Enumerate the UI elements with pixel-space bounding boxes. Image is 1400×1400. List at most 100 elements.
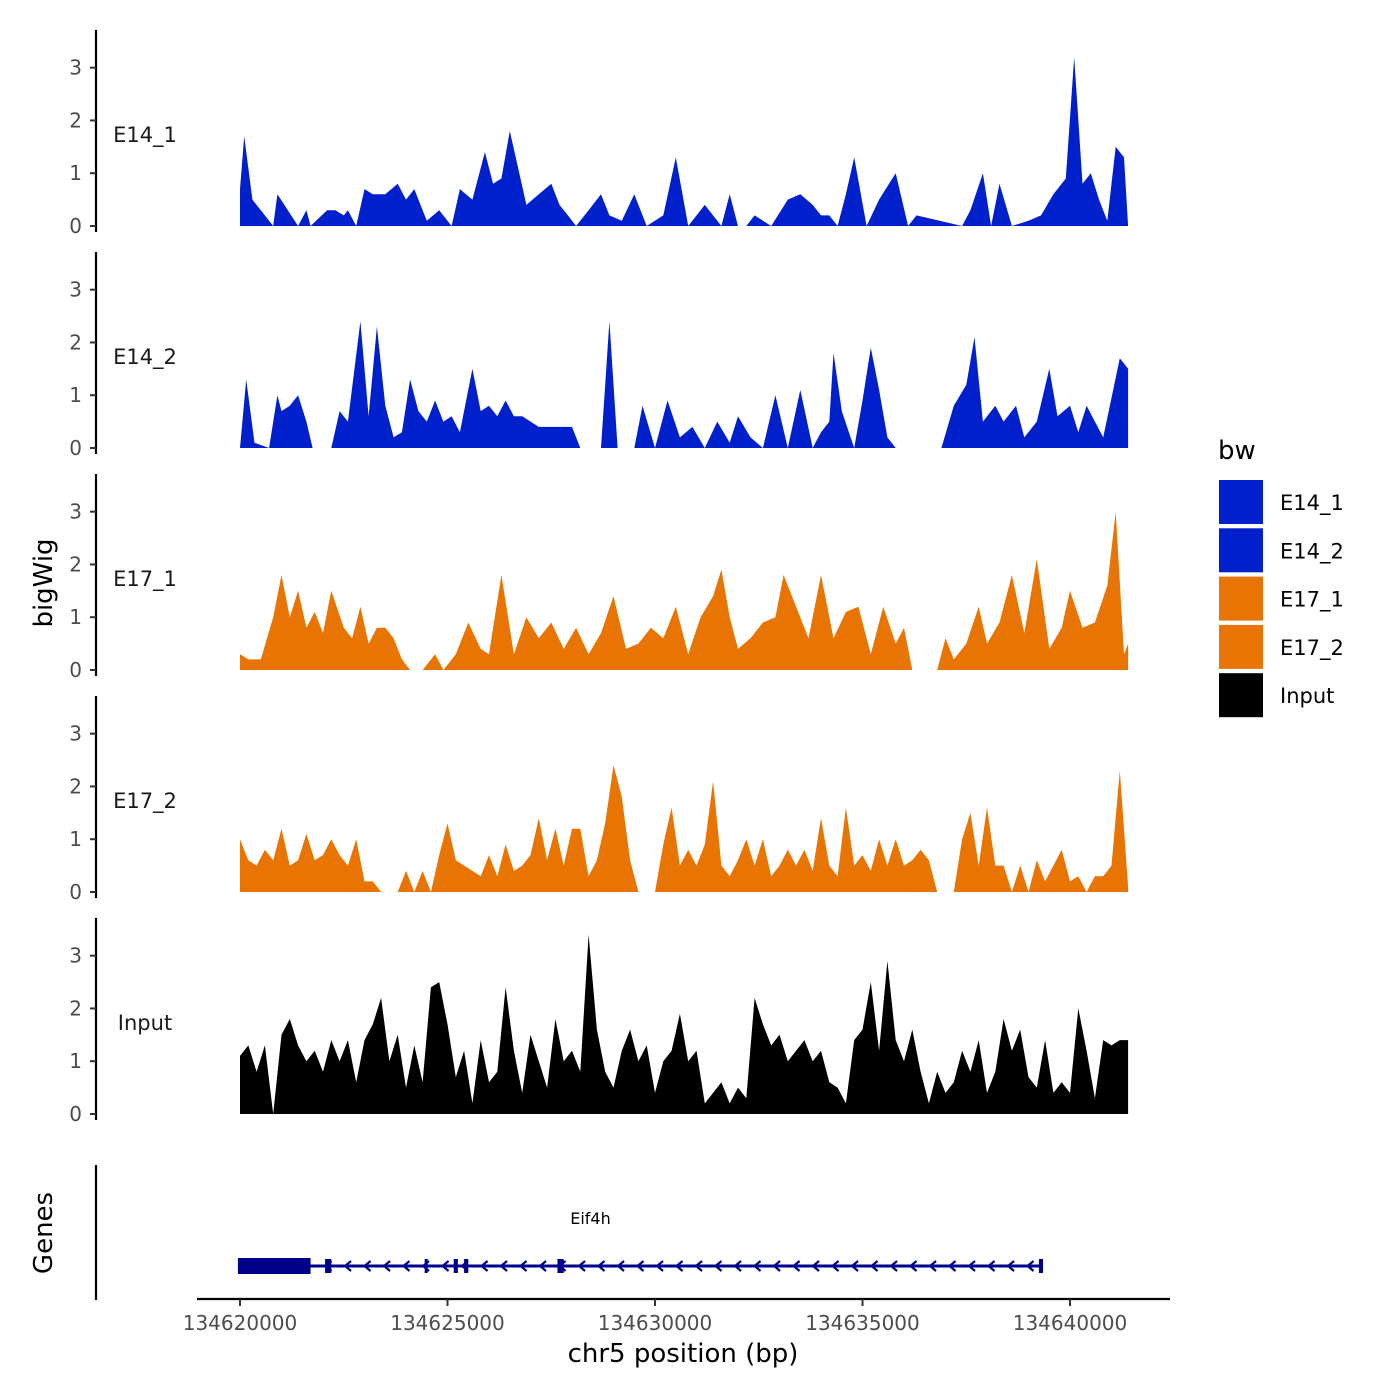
y-tick-label: 2 [69, 996, 82, 1020]
y-tick-label: 2 [69, 774, 82, 798]
y-tick-label: 1 [69, 161, 82, 185]
strand-arrow [986, 1260, 996, 1272]
bigwig-tracks: 0 1 2 3 E14_1 0 1 2 3 E14_2 0 1 2 3 E17_1 0 1 2 3 E17_2 0 1 2 3… [69, 30, 1129, 1126]
strand-arrow [713, 1260, 723, 1272]
coverage-area-e17-2 [240, 765, 1129, 892]
y-tick-label: 2 [69, 552, 82, 576]
legend-items: E14_1 E14_2 E17_1 E17_2 Input [1219, 480, 1344, 718]
y-tick-label: 3 [69, 722, 82, 746]
y-tick-label: 0 [69, 436, 82, 460]
strand-arrow [752, 1260, 762, 1272]
strand-arrow [538, 1260, 547, 1272]
y-tick-label: 3 [69, 56, 82, 80]
gene-exon [464, 1259, 469, 1273]
track-e14-1: 0 1 2 3 E14_1 [69, 30, 1129, 238]
strand-arrow [694, 1260, 703, 1272]
gene-exon [557, 1259, 564, 1273]
strand-arrow [733, 1260, 742, 1272]
track-e17-1: 0 1 2 3 E17_1 [69, 474, 1129, 682]
gene-exon [453, 1259, 458, 1273]
coverage-area-e14-2 [240, 321, 1129, 448]
strand-arrow [362, 1260, 372, 1272]
legend-title: bw [1218, 436, 1256, 466]
legend-key-input [1219, 673, 1263, 718]
y-tick-label: 0 [69, 214, 82, 238]
strand-arrow [518, 1260, 528, 1272]
strand-arrow [343, 1260, 352, 1272]
strand-arrow [791, 1260, 801, 1272]
y-tick-label: 1 [69, 1049, 82, 1073]
legend-key-e17-2 [1219, 624, 1263, 669]
strand-arrow [1006, 1260, 1015, 1272]
strand-arrow [811, 1260, 820, 1272]
strand-arrow [655, 1260, 664, 1272]
legend: bw E14_1 E14_2 E17_1 E17_2 Input [1218, 436, 1344, 718]
legend-key-e17-1 [1219, 576, 1263, 621]
track-label-e17-1: E17_1 [113, 567, 177, 592]
strand-arrow [889, 1260, 898, 1272]
gene-label-eif4h: Eif4h [570, 1209, 611, 1228]
y-axis-title: bigWig [29, 538, 59, 627]
strand-arrow [401, 1260, 411, 1272]
legend-key-e14-2 [1219, 528, 1263, 573]
y-tick-label: 2 [69, 108, 82, 132]
legend-label-e14-2: E14_2 [1280, 539, 1344, 564]
coverage-area-input [240, 934, 1129, 1114]
strand-arrow [947, 1260, 957, 1272]
x-axis-title: chr5 position (bp) [568, 1339, 799, 1369]
strand-arrow [908, 1260, 918, 1272]
y-tick-label: 0 [69, 658, 82, 682]
track-e14-2: 0 1 2 3 E14_2 [69, 252, 1129, 460]
legend-key-e14-1 [1219, 480, 1263, 524]
y-tick-label: 2 [69, 330, 82, 354]
genes-axis-title: Genes [29, 1192, 59, 1274]
gene-model-eif4h [237, 1258, 1044, 1274]
track-input: 0 1 2 3 Input [69, 918, 1129, 1126]
x-tick-label: 134620000 [183, 1311, 298, 1335]
gene-exon [1038, 1259, 1044, 1273]
coverage-area-e17-1 [240, 511, 1129, 670]
y-tick-label: 1 [69, 605, 82, 629]
y-tick-label: 1 [69, 827, 82, 851]
strand-arrow [635, 1260, 645, 1272]
y-tick-label: 3 [69, 278, 82, 302]
track-label-input: Input [118, 1011, 172, 1035]
strand-arrow [928, 1260, 937, 1272]
x-tick-label: 134640000 [1013, 1311, 1128, 1335]
strand-arrow [616, 1260, 625, 1272]
y-tick-label: 0 [69, 1102, 82, 1126]
gene-exon [237, 1258, 311, 1274]
strand-arrow [850, 1260, 859, 1272]
strand-arrow [869, 1260, 879, 1272]
strand-arrow [479, 1260, 489, 1272]
legend-label-e17-1: E17_1 [1280, 588, 1344, 613]
strand-arrow [830, 1260, 840, 1272]
track-label-e17-2: E17_2 [113, 789, 177, 814]
legend-label-input: Input [1280, 684, 1334, 708]
track-label-e14-1: E14_1 [113, 123, 177, 148]
track-e17-2: 0 1 2 3 E17_2 [69, 696, 1129, 904]
coverage-area-e14-1 [240, 57, 1129, 226]
x-tick-label: 134630000 [598, 1311, 713, 1335]
y-tick-label: 3 [69, 944, 82, 968]
strand-arrow [772, 1260, 781, 1272]
y-tick-label: 1 [69, 383, 82, 407]
strand-arrow [967, 1260, 976, 1272]
strand-arrow [1025, 1260, 1035, 1272]
track-label-e14-2: E14_2 [113, 345, 177, 370]
strand-arrow [674, 1260, 684, 1272]
y-tick-label: 3 [69, 500, 82, 524]
gene-panel: Genes Eif4h [29, 1165, 1044, 1300]
y-tick-label: 0 [69, 880, 82, 904]
x-tick-label: 134625000 [390, 1311, 505, 1335]
strand-arrow [382, 1260, 391, 1272]
x-axis: 134620000 134625000 134630000 134635000 1346… [183, 1297, 1170, 1369]
x-tick-label: 134635000 [805, 1311, 920, 1335]
strand-arrow [577, 1260, 586, 1272]
gene-exon [325, 1259, 332, 1273]
x-axis-ticks: 134620000 134625000 134630000 134635000 1346… [183, 1299, 1128, 1335]
gene-exon [424, 1259, 428, 1273]
strand-arrow [596, 1260, 606, 1272]
legend-label-e14-1: E14_1 [1280, 491, 1344, 516]
